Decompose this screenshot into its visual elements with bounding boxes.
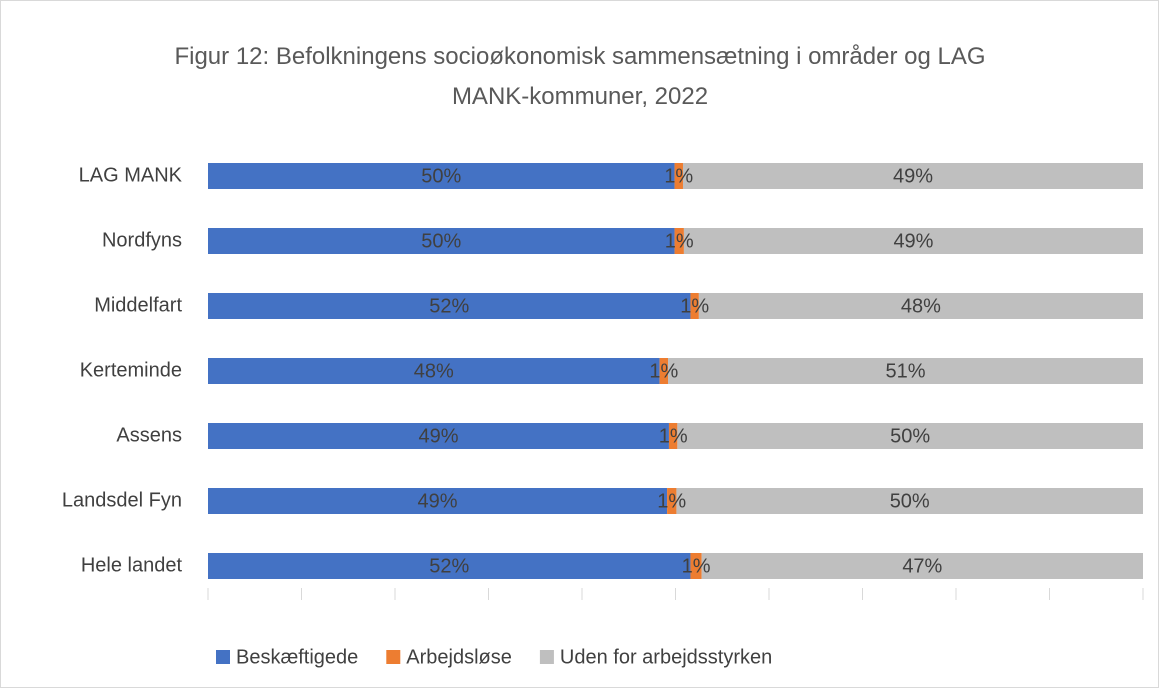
bar-segment [677,423,1143,449]
y-tick-label: Landsdel Fyn [62,489,182,511]
legend-label: Uden for arbejdsstyrken [560,646,772,668]
data-label: 1% [649,360,678,382]
data-label: 1% [680,295,709,317]
bar-segment [690,293,699,319]
bar-segment [674,228,684,254]
legend-swatch [539,650,554,664]
chart-title: Figur 12: Befolkningens socioøkonomisk s… [174,43,986,110]
y-tick-label: LAG MANK [79,164,183,186]
bar-segment [208,293,691,319]
data-label: 49% [893,230,933,252]
bar-segment [668,358,1143,384]
data-label: 47% [902,555,942,577]
data-label: 49% [418,490,458,512]
data-label: 1% [682,555,711,577]
bar-segment [208,553,691,579]
bar-segment [698,293,1143,319]
bar-segment [676,488,1143,514]
bar-segment [208,228,675,254]
bar-segment [683,228,1143,254]
data-label: 50% [421,230,461,252]
data-label: 50% [421,165,461,187]
bar-segment [674,163,683,189]
y-tick-label: Middelfart [94,294,182,316]
bar-segment [667,488,677,514]
y-tick-label: Hele landet [81,554,183,576]
legend-label: Beskæftigede [236,646,358,668]
data-label: 50% [890,425,930,447]
legend-swatch [386,650,401,664]
legend-label: Arbejdsløse [406,646,512,668]
y-tick-label: Kerteminde [80,359,182,381]
data-label: 52% [429,555,469,577]
y-tick-label: Assens [116,424,182,446]
data-label: 50% [890,490,930,512]
data-label: 51% [885,360,925,382]
bar-segment [208,163,675,189]
legend-swatch [216,650,230,664]
data-label: 48% [414,360,454,382]
data-label: 1% [657,490,686,512]
data-label: 49% [893,165,933,187]
data-label: 1% [665,230,694,252]
data-label: 49% [418,425,458,447]
data-label: 48% [901,295,941,317]
data-label: 1% [659,425,688,447]
bar-segment [690,553,702,579]
bar-segment [682,163,1143,189]
data-label: 1% [664,165,693,187]
data-label: 52% [429,295,469,317]
bar-segment [701,553,1143,579]
bar-segment [208,488,668,514]
bar-segment [208,358,660,384]
bar-segment [668,423,678,449]
bar-segment [659,358,669,384]
bar-segment [208,423,669,449]
y-tick-label: Nordfyns [102,229,182,251]
